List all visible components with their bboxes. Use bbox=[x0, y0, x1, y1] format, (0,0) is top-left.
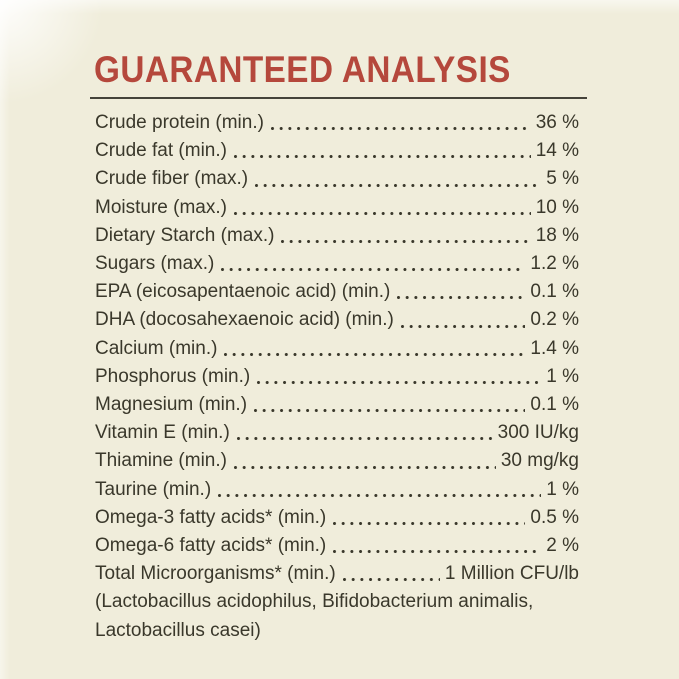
nutrient-name: Crude fat (min.) bbox=[95, 140, 227, 162]
nutrient-value: 5 % bbox=[546, 168, 579, 190]
analysis-table: Crude protein (min.) 36 % Crude fat (min.)… bbox=[90, 109, 587, 645]
analysis-row: Moisture (max.) 10 % bbox=[95, 193, 579, 222]
nutrient-name: EPA (eicosapentaenoic acid) (min.) bbox=[95, 281, 391, 303]
dot-leader bbox=[221, 250, 526, 279]
analysis-row: Dietary Starch (max.) 18 % bbox=[95, 221, 579, 251]
dot-leader bbox=[224, 334, 526, 363]
nutrient-value: 0.5 % bbox=[530, 506, 579, 528]
dot-leader bbox=[397, 278, 526, 307]
dot-leader bbox=[236, 419, 493, 448]
nutrient-value: 0.1 % bbox=[530, 394, 579, 416]
nutrient-value: 10 % bbox=[535, 196, 579, 218]
page-title: GUARANTEED ANALYSIS bbox=[94, 49, 511, 90]
analysis-row: Sugars (max.) 1.2 % bbox=[95, 250, 579, 279]
nutrient-name: Omega-6 fatty acids* (min.) bbox=[95, 535, 327, 557]
analysis-row: Omega-6 fatty acids* (min.) 2 % bbox=[95, 532, 579, 561]
analysis-row: Magnesium (min.) 0.1 % bbox=[95, 391, 579, 420]
nutrient-name: DHA (docosahexaenoic acid) (min.) bbox=[95, 309, 394, 331]
nutrient-value: 300 IU/kg bbox=[497, 422, 579, 444]
nutrient-name: Sugars (max.) bbox=[95, 253, 215, 275]
analysis-row: DHA (docosahexaenoic acid) (min.) 0.2 % bbox=[95, 306, 579, 335]
nutrient-value: 1 % bbox=[546, 365, 579, 387]
nutrient-name: Crude protein (min.) bbox=[95, 112, 264, 133]
analysis-row: Crude fat (min.) 14 % bbox=[95, 137, 579, 166]
nutrient-value: 1 % bbox=[546, 478, 579, 500]
nutrient-name: Omega-3 fatty acids* (min.) bbox=[95, 506, 327, 528]
nutrient-name: Moisture (max.) bbox=[95, 196, 227, 218]
nutrient-value: 1.2 % bbox=[530, 253, 579, 275]
nutrient-name: Crude fiber (max.) bbox=[95, 168, 249, 190]
dot-leader bbox=[270, 109, 531, 138]
guaranteed-analysis-panel: GUARANTEED ANALYSIS Crude protein (min.)… bbox=[90, 0, 587, 645]
dot-leader bbox=[342, 560, 440, 589]
dot-leader bbox=[233, 137, 531, 166]
dot-leader bbox=[233, 193, 531, 222]
nutrient-name: Vitamin E (min.) bbox=[95, 422, 230, 444]
analysis-row: Crude protein (min.) 36 % bbox=[95, 109, 579, 138]
nutrient-value: 0.2 % bbox=[530, 309, 579, 331]
analysis-row: Taurine (min.) 1 % bbox=[95, 475, 579, 504]
microorganism-species-note-line-2: Lactobacillus casei) bbox=[95, 619, 261, 641]
dot-leader bbox=[400, 306, 526, 335]
analysis-row: Calcium (min.) 1.4 % bbox=[95, 334, 579, 363]
analysis-row: EPA (eicosapentaenoic acid) (min.) 0.1 % bbox=[95, 278, 579, 307]
nutrient-name: Magnesium (min.) bbox=[95, 394, 248, 416]
nutrient-value: 2 % bbox=[546, 535, 579, 557]
nutrient-name: Thiamine (min.) bbox=[95, 450, 227, 472]
nutrient-value: 14 % bbox=[535, 140, 579, 162]
dot-leader bbox=[257, 362, 542, 392]
nutrient-value: 36 % bbox=[535, 112, 579, 133]
nutrient-name: Dietary Starch (max.) bbox=[95, 224, 275, 246]
nutrient-value: 18 % bbox=[535, 224, 579, 246]
analysis-row: Crude fiber (max.) 5 % bbox=[95, 165, 579, 194]
nutrient-name: Calcium (min.) bbox=[95, 337, 218, 359]
analysis-row: Thiamine (min.) 30 mg/kg bbox=[95, 447, 579, 476]
nutrient-value: 1.4 % bbox=[530, 337, 579, 359]
dot-leader bbox=[333, 503, 526, 533]
microorganism-species-note-line-1: (Lactobacillus acidophilus, Bifidobacter… bbox=[95, 591, 534, 613]
dot-leader bbox=[333, 532, 542, 561]
nutrient-name: Taurine (min.) bbox=[95, 478, 212, 500]
dot-leader bbox=[254, 391, 526, 420]
analysis-row: Phosphorus (min.) 1 % bbox=[95, 362, 579, 392]
dot-leader bbox=[255, 165, 542, 194]
dot-leader bbox=[281, 221, 531, 251]
dot-leader bbox=[233, 447, 496, 476]
nutrient-name: Phosphorus (min.) bbox=[95, 365, 251, 387]
analysis-row: Vitamin E (min.) 300 IU/kg bbox=[95, 419, 579, 448]
nutrient-value: 30 mg/kg bbox=[500, 450, 579, 472]
analysis-row: Omega-3 fatty acids* (min.) 0.5 % bbox=[95, 503, 579, 533]
nutrient-value: 1 Million CFU/lb bbox=[444, 563, 579, 585]
nutrient-name: Total Microorganisms* (min.) bbox=[95, 563, 336, 585]
nutrient-value: 0.1 % bbox=[530, 281, 579, 303]
dot-leader bbox=[218, 475, 542, 504]
title-divider bbox=[90, 97, 587, 99]
analysis-row: Total Microorganisms* (min.) 1 Million CF… bbox=[95, 560, 579, 589]
